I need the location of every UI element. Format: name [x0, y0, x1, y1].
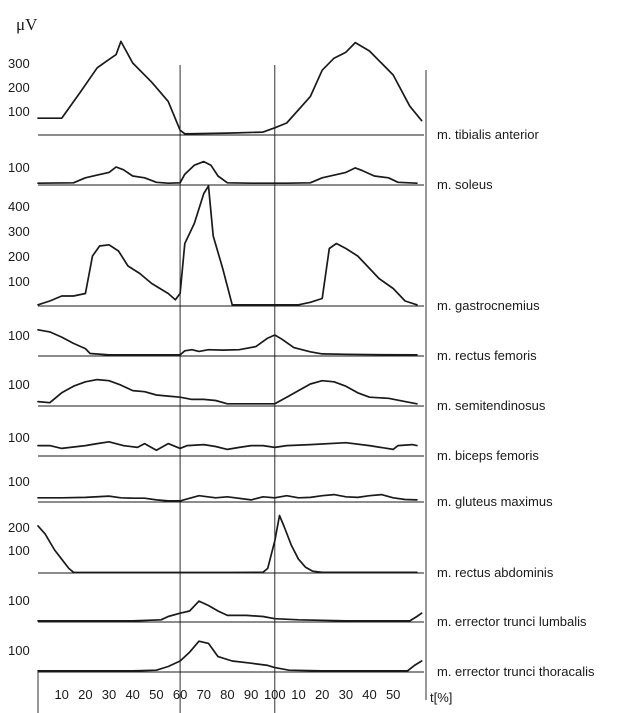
y-tick-label: 300	[8, 224, 30, 239]
muscle-panel: 100 200 300 m. tibialis anterior	[8, 40, 540, 142]
x-axis: 10 20 30 40 50 60 70 80 90 100 10 20 30 40 50	[37, 65, 427, 713]
x-tick-label: 50	[386, 687, 400, 702]
muscle-label: m. tibialis anterior	[437, 127, 540, 142]
emg-curve	[37, 600, 423, 622]
muscle-label: m. errector trunci lumbalis	[437, 614, 587, 629]
emg-curve	[37, 440, 418, 452]
emg-curve	[37, 160, 418, 185]
muscle-panel: 100 m. errector trunci thoracalis	[8, 640, 595, 679]
y-tick-label: 200	[8, 520, 30, 535]
y-tick-label: 100	[8, 474, 30, 489]
x-tick-label: 90	[244, 687, 258, 702]
y-tick-label: 100	[8, 104, 30, 119]
x-tick-label: 30	[339, 687, 353, 702]
x-axis-label: t[%]	[430, 690, 452, 705]
muscle-label: m. rectus abdominis	[437, 565, 554, 580]
y-tick-label: 100	[8, 160, 30, 175]
x-tick-label: 40	[125, 687, 139, 702]
muscle-panel: 100 200 m. rectus abdominis	[8, 514, 554, 580]
emg-curve	[37, 185, 418, 306]
muscle-label: m. biceps femoris	[437, 448, 539, 463]
muscle-panel: 100 m. biceps femoris	[8, 430, 539, 463]
x-tick-label: 80	[220, 687, 234, 702]
muscle-label: m. semitendinosus	[437, 398, 546, 413]
y-tick-label: 100	[8, 643, 30, 658]
muscle-panel: 100 m. semitendinosus	[8, 377, 546, 413]
x-tick-label: 20	[78, 687, 92, 702]
muscle-panel: 100 200 300 400 m. gastrocnemius	[8, 185, 540, 313]
muscle-panel: 100 m. rectus femoris	[8, 328, 537, 363]
x-tick-label: 40	[362, 687, 376, 702]
x-tick-label: 70	[197, 687, 211, 702]
y-tick-label: 100	[8, 430, 30, 445]
y-tick-label: 100	[8, 274, 30, 289]
x-tick-label: 50	[149, 687, 163, 702]
emg-curve	[37, 378, 418, 405]
muscle-panel: 100 m. soleus	[8, 160, 493, 192]
y-tick-label: 100	[8, 593, 30, 608]
x-tick-label: 10	[291, 687, 305, 702]
y-tick-label: 100	[8, 543, 30, 558]
x-tick-label: 100	[264, 687, 286, 702]
muscle-label: m. gluteus maximus	[437, 494, 553, 509]
muscle-label: m. rectus femoris	[437, 348, 537, 363]
y-tick-label: 100	[8, 377, 30, 392]
muscle-label: m. errector trunci thoracalis	[437, 664, 595, 679]
y-tick-label: 100	[8, 328, 30, 343]
y-unit-label: μV	[16, 15, 38, 34]
emg-curve	[37, 514, 418, 574]
muscle-panel: 100 m. gluteus maximus	[8, 474, 553, 509]
x-tick-label: 30	[102, 687, 116, 702]
x-tick-label: 20	[315, 687, 329, 702]
muscle-label: m. soleus	[437, 177, 493, 192]
y-tick-label: 400	[8, 199, 30, 214]
muscle-panels: 100 200 300 m. tibialis anterior 100 m. soleu…	[8, 40, 595, 679]
muscle-label: m. gastrocnemius	[437, 298, 540, 313]
y-tick-label: 300	[8, 56, 30, 71]
y-tick-label: 200	[8, 249, 30, 264]
x-tick-label: 10	[54, 687, 68, 702]
emg-curve	[37, 493, 418, 502]
emg-curve	[37, 640, 423, 672]
y-tick-label: 200	[8, 80, 30, 95]
muscle-panel: 100 m. errector trunci lumbalis	[8, 593, 587, 629]
emg-curve	[37, 328, 418, 356]
emg-curve	[37, 40, 423, 135]
x-tick-label: 60	[173, 687, 187, 702]
